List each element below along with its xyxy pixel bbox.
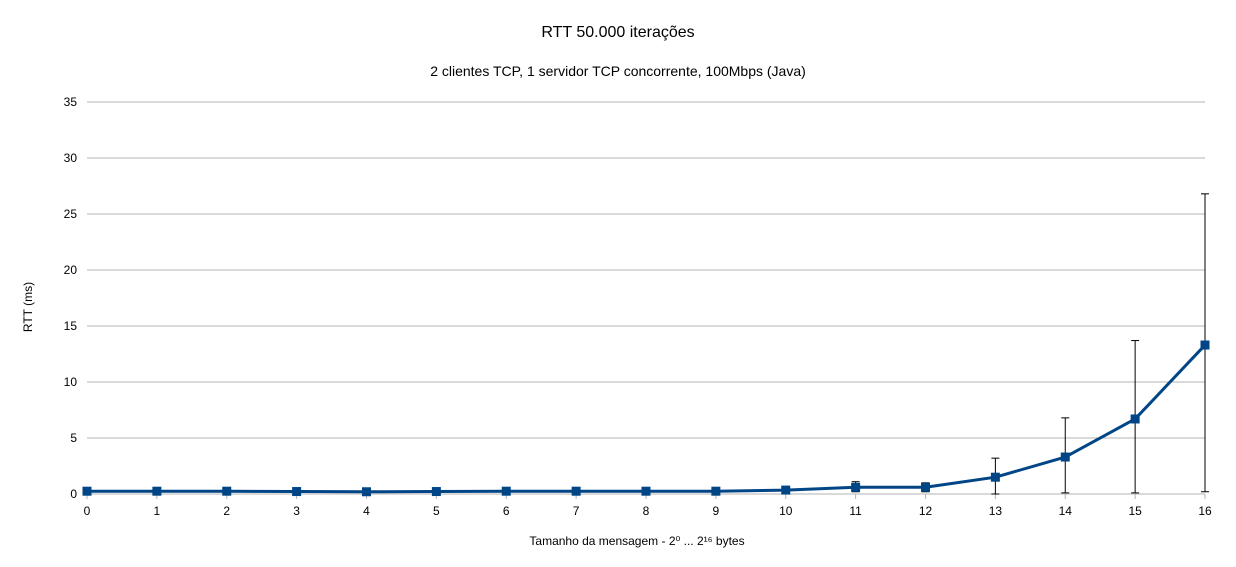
- data-point: [1200, 340, 1210, 350]
- x-tick-label: 7: [573, 504, 580, 518]
- data-point: [921, 482, 930, 492]
- data-point: [641, 486, 651, 496]
- y-tick-label: 20: [64, 263, 78, 277]
- gridlines: [87, 101, 1205, 495]
- data-point: [990, 472, 1000, 482]
- y-tick-label: 0: [70, 487, 77, 501]
- x-tick-label: 10: [779, 504, 793, 518]
- x-axis-ticks: 0 1 2 3 4 5 6 7 8 9 10 11 12 13 14 15 16: [84, 494, 1212, 518]
- data-point: [362, 487, 371, 497]
- y-tick-label: 35: [64, 95, 78, 109]
- data-point: [781, 485, 791, 495]
- y-tick-label: 15: [64, 319, 78, 333]
- data-point: [152, 486, 162, 496]
- x-tick-label: 8: [643, 504, 650, 518]
- x-tick-label: 0: [84, 504, 91, 518]
- series-group: [82, 340, 1210, 497]
- x-tick-label: 9: [713, 504, 720, 518]
- data-point: [711, 486, 721, 496]
- x-tick-label: 15: [1128, 504, 1142, 518]
- data-point: [1060, 452, 1070, 462]
- y-axis-ticks: 0 5 10 15 20 25 30 35: [64, 95, 78, 501]
- x-tick-label: 13: [989, 504, 1003, 518]
- error-bars: [83, 193, 1209, 495]
- data-point: [82, 486, 92, 496]
- x-tick-label: 5: [433, 504, 440, 518]
- x-tick-label: 2: [223, 504, 230, 518]
- data-point: [1130, 414, 1140, 424]
- data-point: [501, 486, 511, 496]
- x-tick-label: 1: [154, 504, 161, 518]
- y-tick-label: 5: [70, 431, 77, 445]
- x-tick-label: 12: [919, 504, 933, 518]
- chart-subtitle: 2 clientes TCP, 1 servidor TCP concorren…: [430, 63, 806, 79]
- x-tick-label: 16: [1198, 504, 1212, 518]
- y-tick-label: 25: [64, 207, 78, 221]
- data-point: [851, 482, 861, 492]
- x-tick-label: 3: [293, 504, 300, 518]
- data-point: [431, 487, 441, 497]
- x-tick-label: 4: [363, 504, 370, 518]
- x-tick-label: 6: [503, 504, 510, 518]
- x-axis-label: Tamanho da mensagem - 2⁰ ... 2¹⁶ bytes: [529, 534, 744, 548]
- y-tick-label: 30: [64, 151, 78, 165]
- data-point: [571, 486, 581, 496]
- y-axis-label: RTT (ms): [21, 282, 35, 332]
- y-tick-label: 10: [64, 375, 78, 389]
- data-point: [292, 487, 302, 497]
- x-tick-label: 14: [1059, 504, 1073, 518]
- chart-title: RTT 50.000 iterações: [541, 24, 694, 41]
- x-tick-label: 11: [849, 504, 862, 518]
- series-line: [87, 344, 1207, 494]
- data-point: [222, 486, 232, 496]
